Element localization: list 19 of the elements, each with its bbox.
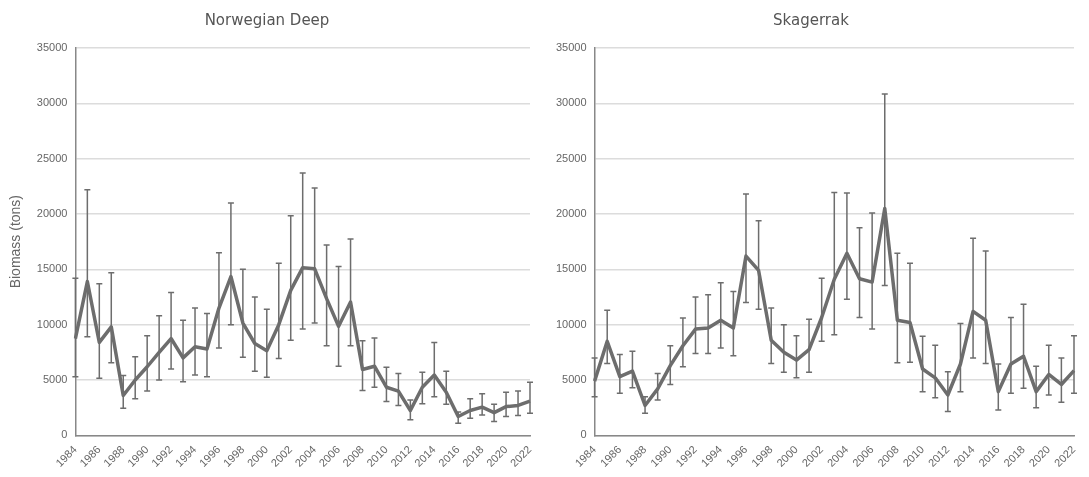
y-tick-label: 10000	[36, 317, 68, 330]
y-tick-label: 30000	[36, 96, 68, 109]
y-tick-label: 35000	[36, 41, 68, 54]
chart-title: Skagerrak	[773, 10, 850, 29]
y-tick-label: 25000	[36, 151, 68, 164]
chart-title: Norwegian Deep	[204, 10, 330, 29]
y-tick-label: 30000	[555, 96, 587, 109]
y-tick-label: 35000	[555, 41, 587, 54]
y-tick-label: 25000	[555, 151, 587, 164]
y-axis-title: Biomass (tons)	[7, 195, 24, 289]
y-tick-label: 20000	[555, 207, 587, 220]
y-tick-label: 15000	[36, 262, 68, 275]
y-tick-label: 0	[61, 428, 68, 441]
y-tick-label: 10000	[555, 317, 587, 330]
y-tick-label: 0	[580, 428, 587, 441]
y-tick-label: 5000	[42, 373, 68, 386]
y-tick-label: 5000	[562, 373, 587, 386]
y-tick-label: 15000	[555, 262, 587, 275]
y-tick-label: 20000	[36, 207, 68, 220]
